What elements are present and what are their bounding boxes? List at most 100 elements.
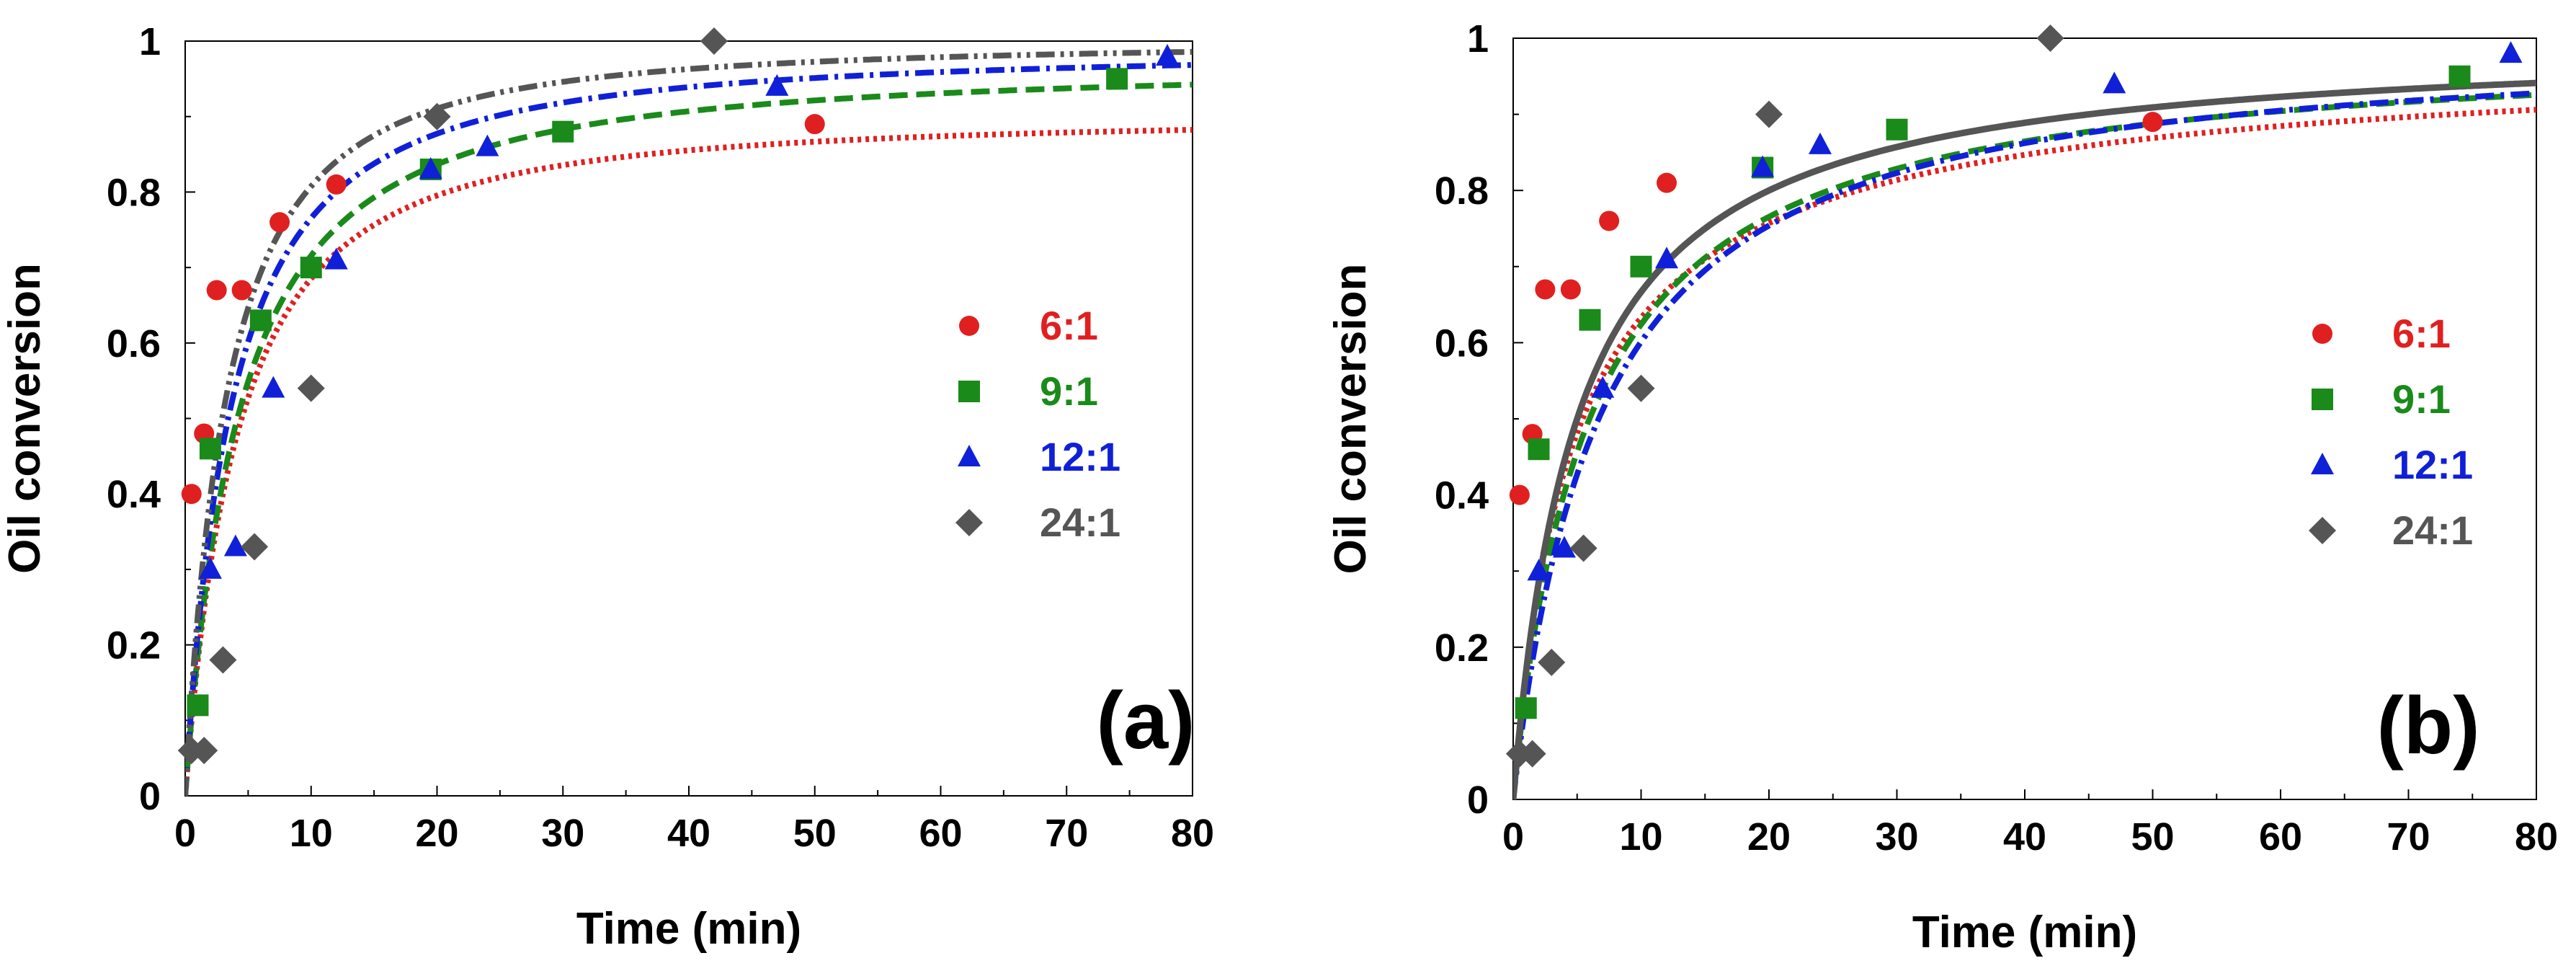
data-point-6-1: [1509, 484, 1530, 505]
data-point-24-1: [209, 646, 237, 674]
data-point-6-1: [804, 114, 825, 135]
fit-line-12-1: [1513, 90, 2536, 800]
x-tick-label: 80: [1171, 812, 1214, 855]
x-tick-label: 60: [919, 812, 962, 855]
data-point-24-1: [1518, 740, 1546, 768]
x-axis-label: Time (min): [576, 904, 801, 954]
data-point-12-1: [1751, 155, 1775, 177]
y-axis-label: Oil conversion: [1326, 264, 1376, 575]
data-point-9-1: [1630, 255, 1652, 278]
fit-line-9-1: [185, 81, 1193, 797]
legend-label-6-1: 6:1: [1040, 303, 1098, 348]
legend-marker-6-1: [2312, 324, 2332, 344]
data-point-9-1: [1579, 309, 1601, 331]
y-tick-label: 0.6: [1435, 322, 1489, 365]
y-tick-label: 0.4: [107, 473, 161, 516]
legend-marker-9-1: [958, 381, 980, 402]
x-tick-label: 30: [1875, 815, 1918, 859]
fit-line-24-1: [185, 48, 1193, 797]
y-tick-label: 0: [1467, 779, 1489, 822]
legend-label-24-1: 24:1: [2392, 507, 2473, 553]
data-point-24-1: [1569, 534, 1597, 562]
data-point-12-1: [223, 534, 247, 557]
data-point-9-1: [1528, 438, 1550, 461]
fit-line-24-1: [1513, 79, 2536, 800]
legend-label-6-1: 6:1: [2392, 311, 2451, 356]
y-tick-label: 0: [139, 775, 161, 818]
x-tick-label: 70: [1045, 812, 1088, 855]
data-point-6-1: [326, 174, 347, 195]
data-point-24-1: [1538, 648, 1566, 676]
data-point-9-1: [1515, 697, 1537, 719]
legend-label-9-1: 9:1: [2392, 376, 2451, 422]
data-point-9-1: [552, 120, 574, 143]
data-point-12-1: [476, 134, 499, 156]
data-point-9-1: [1886, 118, 1908, 141]
panel-label: (b): [2376, 680, 2479, 771]
data-point-6-1: [1560, 279, 1581, 300]
x-axis-label: Time (min): [1912, 908, 2137, 957]
data-point-12-1: [1527, 559, 1551, 581]
data-point-24-1: [1627, 374, 1655, 402]
data-point-12-1: [1156, 43, 1180, 66]
data-point-9-1: [187, 694, 209, 717]
data-point-24-1: [190, 737, 218, 765]
panel-a: 0 10 20 30 40 50 60 70 80 0 0.2 0.4 0.6 0.8 1 Time (min…: [0, 20, 1214, 954]
y-tick-label: 1: [139, 20, 161, 63]
data-point-24-1: [700, 27, 728, 55]
legend-label-9-1: 9:1: [1040, 368, 1098, 414]
data-point-12-1: [765, 74, 789, 96]
legend-label-12-1: 12:1: [1040, 434, 1120, 479]
data-point-24-1: [297, 374, 325, 402]
x-tick-label: 10: [1619, 815, 1662, 859]
data-point-6-1: [1535, 279, 1556, 300]
y-tick-label: 0.6: [107, 322, 161, 365]
data-point-12-1: [324, 247, 348, 270]
data-point-6-1: [269, 212, 290, 233]
data-point-9-1: [2448, 65, 2471, 87]
fit-line-6-1: [185, 127, 1193, 797]
data-point-12-1: [1553, 536, 1576, 558]
y-tick-label: 0.2: [107, 624, 161, 668]
x-tick-label: 70: [2386, 815, 2430, 859]
data-point-6-1: [1599, 210, 1620, 231]
x-tick-label: 10: [290, 812, 333, 855]
x-tick-label: 50: [2131, 815, 2174, 859]
legend-marker-6-1: [959, 316, 979, 336]
x-tick-label: 60: [2259, 815, 2302, 859]
x-tick-label: 50: [793, 812, 837, 855]
legend-marker-9-1: [2312, 389, 2333, 410]
data-point-12-1: [2103, 71, 2126, 94]
data-point-6-1: [181, 484, 202, 505]
data-point-9-1: [1106, 68, 1128, 90]
x-tick-label: 0: [174, 812, 196, 855]
data-point-6-1: [1657, 172, 1677, 193]
data-point-9-1: [199, 438, 221, 460]
data-point-24-1: [2036, 25, 2064, 52]
data-point-12-1: [1591, 376, 1615, 398]
x-tick-label: 80: [2515, 815, 2558, 859]
legend-marker-12-1: [2311, 453, 2334, 474]
y-tick-label: 0.4: [1435, 474, 1489, 518]
data-point-6-1: [231, 280, 252, 301]
data-point-9-1: [300, 257, 322, 279]
fit-line-12-1: [185, 62, 1193, 797]
legend-label-12-1: 12:1: [2392, 442, 2473, 487]
x-tick-label: 20: [1747, 815, 1791, 859]
data-point-12-1: [1809, 132, 1832, 154]
y-tick-label: 0.2: [1435, 626, 1489, 670]
legend-marker-12-1: [958, 445, 981, 466]
y-tick-label: 1: [1467, 17, 1489, 61]
x-tick-label: 40: [2003, 815, 2046, 859]
data-point-24-1: [423, 102, 451, 130]
legend-marker-24-1: [2309, 517, 2336, 544]
panel-b: 0 10 20 30 40 50 60 70 80 0 0.2 0.4 0.6 0.8 1 Time (min…: [1326, 17, 2558, 957]
data-point-6-1: [2142, 112, 2163, 133]
y-tick-label: 0.8: [1435, 169, 1489, 213]
data-point-12-1: [198, 557, 222, 579]
x-tick-label: 0: [1502, 815, 1524, 859]
legend-label-24-1: 24:1: [1040, 500, 1120, 545]
data-point-12-1: [262, 376, 285, 398]
x-tick-label: 20: [415, 812, 458, 855]
